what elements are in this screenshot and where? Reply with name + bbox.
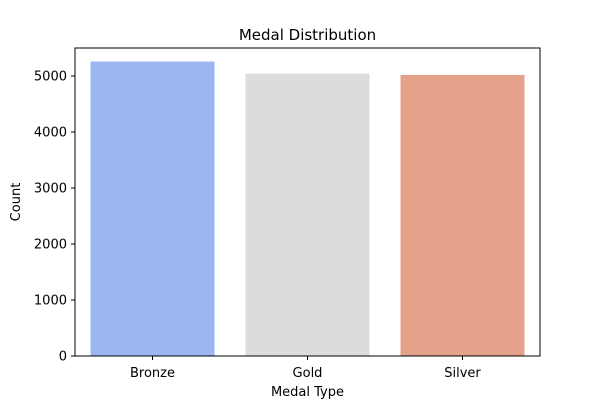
plot-frame	[74, 47, 541, 357]
bar-silver	[400, 74, 525, 356]
x-axis-label: Medal Type	[271, 385, 344, 400]
x-tick-label: Silver	[444, 366, 481, 381]
bar-bronze	[90, 61, 215, 357]
y-axis-ticks: 0 1000 2000 3000 4000 5000	[34, 70, 75, 365]
y-tick-label: 4000	[34, 126, 67, 141]
x-tick-label: Gold	[293, 366, 323, 381]
chart-title: Medal Distribution	[239, 26, 376, 44]
bar-gold	[245, 73, 370, 357]
y-tick-label: 2000	[34, 238, 67, 253]
y-axis-label: Count	[9, 183, 24, 222]
x-tick-label: Bronze	[130, 366, 175, 381]
y-tick-label: 5000	[34, 70, 67, 85]
y-tick-label: 1000	[34, 294, 67, 309]
y-tick-label: 0	[59, 350, 67, 365]
bars-group	[90, 61, 525, 357]
y-tick-label: 3000	[34, 182, 67, 197]
x-axis-ticks: Bronze Gold Silver	[130, 356, 481, 381]
